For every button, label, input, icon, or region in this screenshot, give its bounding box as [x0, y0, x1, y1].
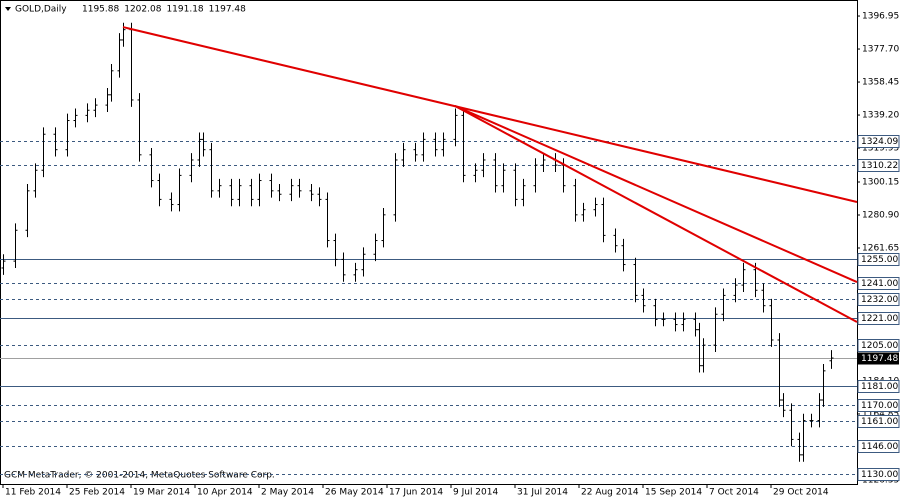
x-tick-label: 19 Mar 2014 [133, 488, 190, 498]
level-label: 1146.00 [861, 442, 898, 452]
y-tick-label: 1164.85 [862, 409, 899, 419]
level-label: 1255.00 [861, 255, 898, 265]
plot-area [0, 0, 858, 485]
level-label-box [857, 415, 900, 428]
y-tick-label: 1396.95 [862, 12, 899, 22]
level-label-box [857, 159, 900, 172]
header-low: 1191.18 [166, 5, 203, 15]
y-tick-label: 1300.15 [862, 177, 899, 187]
x-tick-label: 25 Feb 2014 [69, 488, 125, 498]
current-price-box [858, 352, 899, 365]
x-tick-label: 11 Feb 2014 [5, 488, 61, 498]
level-label-box [857, 339, 900, 352]
menu-arrow [5, 7, 11, 11]
level-label-box [857, 468, 900, 481]
level-label-box [857, 253, 900, 266]
y-tick-label: 1319.95 [862, 144, 899, 154]
y-tick-label: 1358.45 [862, 78, 899, 88]
level-label: 1221.00 [861, 314, 898, 324]
level-label-box [857, 399, 900, 412]
level-label: 1181.00 [861, 382, 898, 392]
y-tick-label: 1280.90 [862, 210, 899, 220]
y-tick-label: 1261.65 [862, 244, 899, 254]
x-tick-label: 15 Sep 2014 [645, 488, 702, 498]
level-label: 1310.22 [861, 161, 898, 171]
header-close: 1197.48 [209, 5, 246, 15]
x-tick-label: 17 Jun 2014 [389, 488, 443, 498]
y-tick-label: 1377.70 [862, 45, 899, 55]
x-tick-label: 9 Jul 2014 [453, 488, 498, 498]
x-tick-label: 10 Apr 2014 [197, 488, 253, 498]
level-label-box [857, 312, 900, 325]
level-label: 1170.00 [861, 401, 898, 411]
x-tick-label: 2 May 2014 [261, 488, 314, 498]
level-label-box [857, 135, 900, 148]
level-label: 1130.00 [861, 470, 898, 480]
level-label: 1161.00 [861, 417, 898, 427]
trend-line [454, 105, 858, 323]
x-tick-label: 26 May 2014 [325, 488, 384, 498]
symbol: GOLD,Daily [15, 5, 67, 15]
header-high: 1202.08 [124, 5, 161, 15]
y-tick-label: 1339.20 [862, 111, 899, 121]
header-open: 1195.88 [82, 5, 119, 15]
trend-line [454, 105, 858, 283]
x-tick-label: 29 Oct 2014 [773, 488, 829, 498]
level-label: 1241.00 [861, 279, 898, 289]
level-label-box [857, 380, 900, 393]
trend-line [122, 26, 858, 203]
level-label: 1205.00 [861, 341, 898, 351]
copyright: GCM MetaTrader, © 2001-2014, MetaQuotes … [4, 471, 275, 481]
level-label: 1324.09 [861, 137, 898, 147]
current-price-label: 1197.48 [861, 354, 898, 364]
x-tick-label: 31 Jul 2014 [517, 488, 568, 498]
x-tick-label: 7 Oct 2014 [709, 488, 759, 498]
level-label: 1232.00 [861, 295, 898, 305]
level-label-box [857, 293, 900, 306]
level-label-box [857, 440, 900, 453]
x-tick-label: 22 Aug 2014 [581, 488, 639, 498]
level-label-box [857, 277, 900, 290]
